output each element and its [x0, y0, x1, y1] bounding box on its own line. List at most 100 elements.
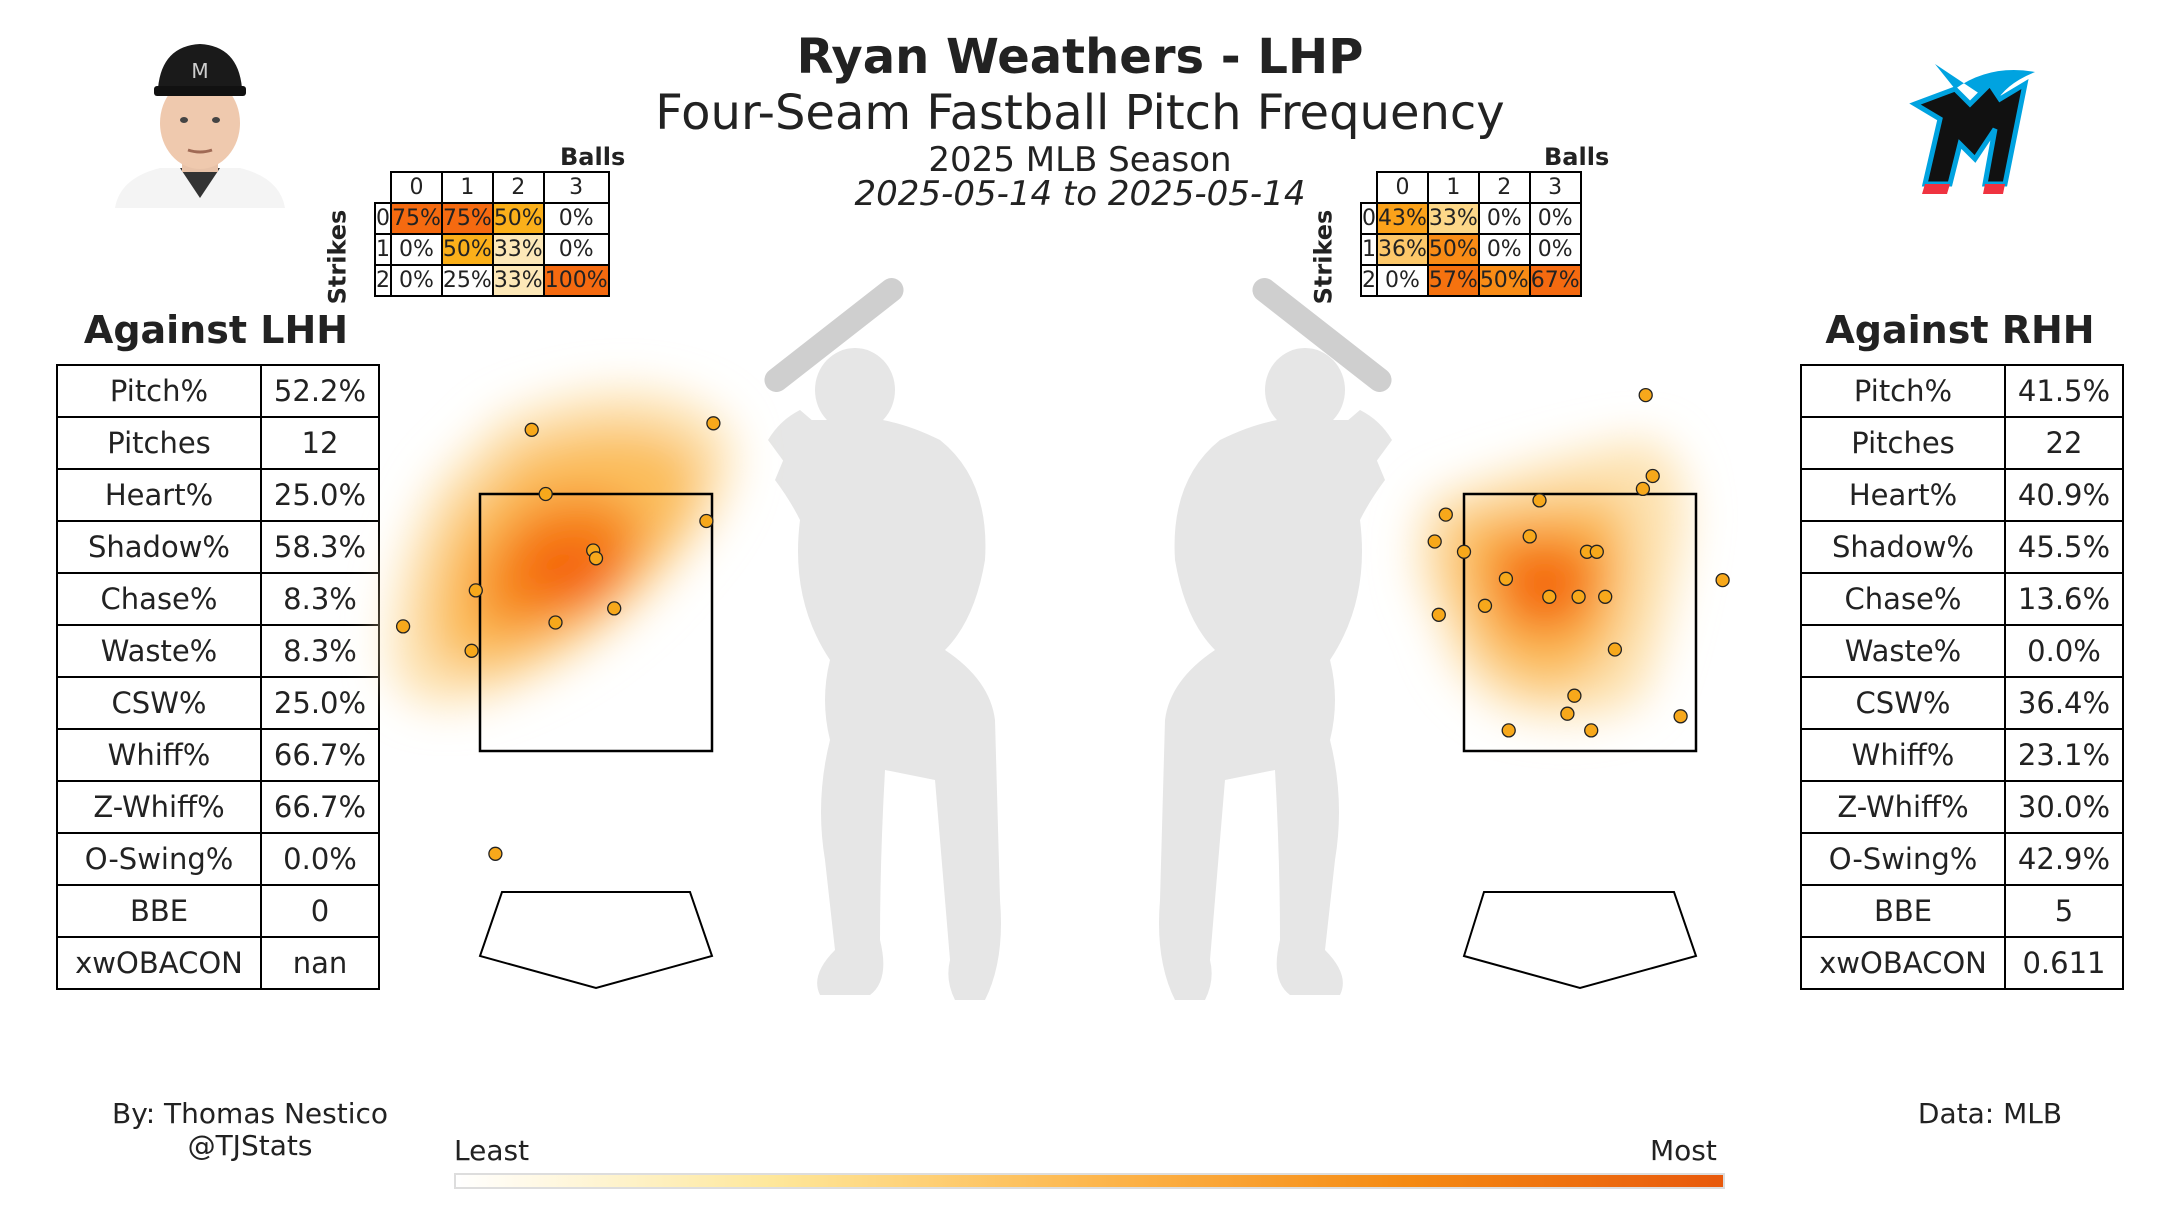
pitch-point	[1501, 723, 1516, 738]
title-line-2: Four-Seam Fastball Pitch Frequency	[655, 85, 1505, 141]
stat-value: nan	[260, 936, 380, 990]
player-headshot-icon: M	[115, 44, 285, 208]
table-row: Chase% 13.6%	[1800, 572, 2124, 626]
table-row: Z-Whiff% 30.0%	[1800, 780, 2124, 834]
rhh-home-plate	[1462, 891, 1698, 990]
pitch-point	[1635, 481, 1651, 497]
row-header: 0	[374, 202, 392, 235]
title-line-1: Ryan Weathers - LHP	[796, 29, 1364, 85]
stat-value: 58.3%	[260, 520, 380, 574]
stat-label: CSW%	[56, 676, 262, 730]
stat-label: Whiff%	[56, 728, 262, 782]
row-header: 1	[374, 233, 392, 266]
col-header: 0	[1376, 171, 1429, 204]
stat-value: 41.5%	[2004, 364, 2124, 418]
table-row: Heart% 40.9%	[1800, 468, 2124, 522]
marlins-logo-icon	[1909, 64, 2035, 194]
count-cell: 0%	[390, 264, 443, 297]
stat-label: Heart%	[1800, 468, 2006, 522]
row-header: 1	[1360, 233, 1378, 266]
pitch-point	[699, 513, 714, 529]
pitch-point	[706, 416, 721, 431]
count-cell: 0%	[1477, 233, 1531, 266]
stat-value: 66.7%	[260, 780, 380, 834]
colorbar-max-label: Most	[1650, 1134, 1717, 1167]
pitch-point	[1584, 723, 1599, 738]
table-row: Shadow% 45.5%	[1800, 520, 2124, 574]
row-header: 2	[1360, 264, 1378, 297]
pitch-point	[1715, 572, 1730, 588]
table-row: CSW% 25.0%	[56, 676, 380, 730]
count-cell: 33%	[1426, 202, 1480, 235]
stat-value: 66.7%	[260, 728, 380, 782]
pitch-point	[1427, 534, 1442, 549]
row-header: 2	[374, 264, 392, 297]
count-cell: 0%	[1528, 202, 1582, 235]
count-cell: 0%	[1376, 264, 1429, 297]
stat-label: CSW%	[1800, 676, 2006, 730]
table-row: Chase% 8.3%	[56, 572, 380, 626]
colorbar-min-label: Least	[454, 1134, 530, 1167]
count-cell: 57%	[1426, 264, 1480, 297]
table-row: Z-Whiff% 66.7%	[56, 780, 380, 834]
count-cell: 50%	[1477, 264, 1531, 297]
count-cell: 0%	[542, 202, 610, 235]
stat-label: Heart%	[56, 468, 262, 522]
pitch-point	[1438, 507, 1453, 522]
count-cell: 100%	[542, 264, 610, 297]
table-row: Whiff% 66.7%	[56, 728, 380, 782]
pitch-point	[1638, 387, 1653, 403]
pitch-point	[1477, 598, 1493, 613]
col-header: 2	[1477, 171, 1531, 204]
pitch-point	[1571, 589, 1586, 604]
pitch-point	[1522, 529, 1537, 544]
author-name: By: Thomas Nestico	[111, 1097, 389, 1130]
data-source: Data: MLB	[1917, 1097, 2063, 1130]
pitch-point	[524, 422, 539, 437]
stat-label: Pitch%	[1800, 364, 2006, 418]
rhh-batter-silhouette	[1159, 278, 1392, 1000]
lhh-density-heatmap	[390, 390, 734, 705]
count-cell: 0%	[542, 233, 610, 266]
stat-value: 36.4%	[2004, 676, 2124, 730]
count-cell: 43%	[1376, 202, 1429, 235]
count-cell: 0%	[1477, 202, 1531, 235]
stat-value: 8.3%	[260, 624, 380, 678]
stat-label: O-Swing%	[1800, 832, 2006, 886]
stat-label: Pitches	[1800, 416, 2006, 470]
stat-label: xwOBACON	[1800, 936, 2006, 990]
count-cell: 33%	[491, 264, 545, 297]
balls-label: Balls	[560, 143, 626, 171]
table-row: Shadow% 58.3%	[56, 520, 380, 574]
rhh-stats-table: Pitch% 41.5% Pitches 22 Heart% 40.9% Shadow…	[1800, 364, 2124, 990]
count-cell: 0%	[1528, 233, 1582, 266]
pitch-point	[468, 583, 483, 598]
date-range: 2025-05-14 to 2025-05-14	[854, 174, 1306, 214]
table-row: BBE 5	[1800, 884, 2124, 938]
pitch-point	[1645, 468, 1660, 484]
stat-value: 5	[2004, 884, 2124, 938]
col-header: 3	[1528, 171, 1582, 204]
stat-label: O-Swing%	[56, 832, 262, 886]
pitch-point	[1673, 709, 1688, 724]
stat-value: 42.9%	[2004, 832, 2124, 886]
stat-label: Shadow%	[56, 520, 262, 574]
stat-label: Whiff%	[1800, 728, 2006, 782]
count-cell: 50%	[440, 233, 494, 266]
table-row: Pitch% 52.2%	[56, 364, 380, 418]
author-credit: By: Thomas Nestico @TJStats	[90, 1098, 410, 1162]
pitch-point	[588, 551, 604, 566]
balls-label: Balls	[1544, 143, 1610, 171]
stat-label: Pitches	[56, 416, 262, 470]
rhh-title: Against RHH	[1825, 308, 2095, 352]
stat-value: 30.0%	[2004, 780, 2124, 834]
table-row: O-Swing% 42.9%	[1800, 832, 2124, 886]
stat-value: 0.0%	[2004, 624, 2124, 678]
col-header: 1	[1426, 171, 1480, 204]
pitch-point	[1456, 544, 1472, 559]
table-row: Pitches 22	[1800, 416, 2124, 470]
stat-label: Pitch%	[56, 364, 262, 418]
count-cell: 0%	[390, 233, 443, 266]
table-row: Pitches 12	[56, 416, 380, 470]
